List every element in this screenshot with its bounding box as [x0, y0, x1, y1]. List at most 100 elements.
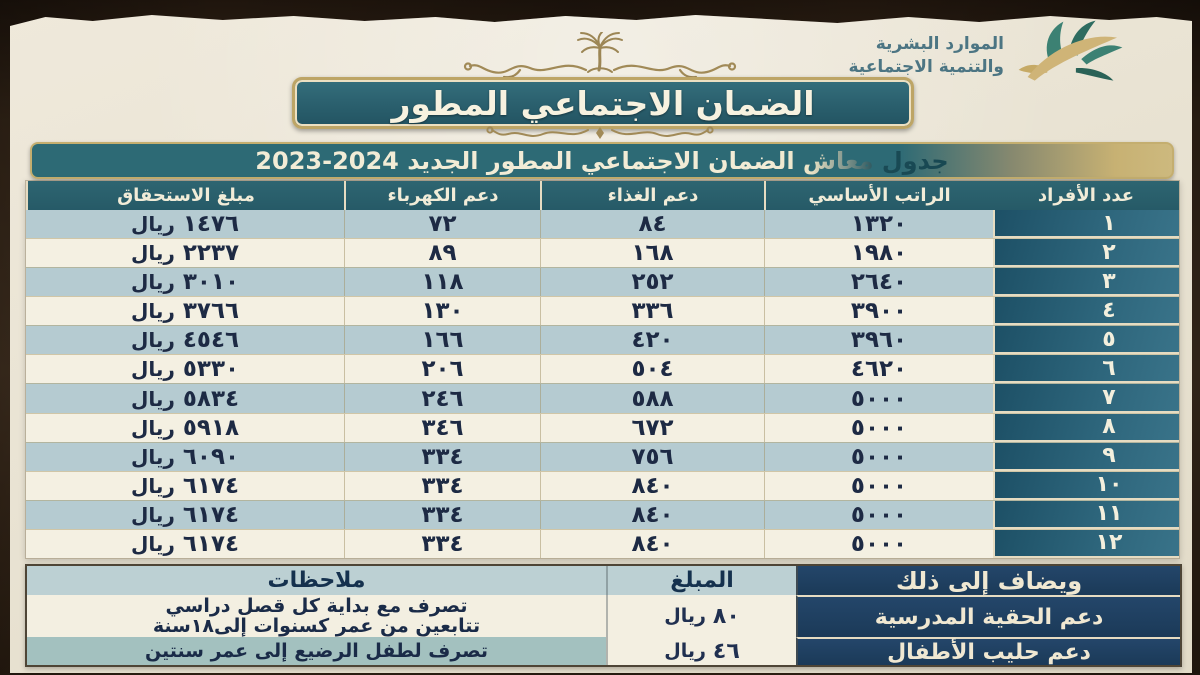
- org-name-line2: والتنمية الاجتماعية: [848, 57, 1004, 77]
- cell-electricity-support: ٣٣٤: [344, 471, 540, 500]
- cell-base-salary: ١٣٢٠: [764, 210, 993, 239]
- palm-flourish-top-icon: [450, 31, 750, 86]
- cell-members: ٨: [993, 413, 1179, 442]
- cell-base-salary: ٥٠٠٠: [764, 442, 993, 471]
- cell-members: ١٢: [993, 529, 1179, 558]
- cell-entitlement: ٣٠١٠ ريال: [130, 269, 240, 296]
- additions-row-milk: دعم حليب الأطفال ٤٦ ريال تصرف لطفل الرضيع…: [27, 637, 1180, 665]
- additions-row-school: دعم الحقية المدرسية ٨٠ ريال تصرف مع بداية…: [27, 595, 1180, 637]
- cell-food-support: ٣٣٦: [540, 297, 764, 326]
- cell-base-salary: ٣٩٦٠: [764, 326, 993, 355]
- cell-members: ٦: [993, 355, 1179, 384]
- cell-electricity-support: ٣٤٦: [344, 413, 540, 442]
- table-row: ٨ ٥٠٠٠ ٦٧٢ ٣٤٦ ٥٩١٨ ريال: [26, 412, 1179, 442]
- cell-members: ٣: [993, 268, 1179, 297]
- cell-food-support: ٥٠٤: [540, 355, 764, 384]
- school-bag-amount: ٨٠ ريال: [606, 595, 796, 637]
- table-row: ٩ ٥٠٠٠ ٧٥٦ ٣٣٤ ٦٠٩٠ ريال: [26, 441, 1179, 471]
- cell-food-support: ٤٢٠: [540, 326, 764, 355]
- palm-flourish-bottom-icon: [470, 124, 730, 150]
- cell-electricity-support: ٢٤٦: [344, 384, 540, 413]
- cell-members: ٢: [993, 239, 1179, 268]
- currency-label: ريال: [130, 299, 175, 324]
- header-members: عدد الأفراد: [1037, 185, 1135, 206]
- currency-label: ريال: [130, 415, 175, 440]
- school-bag-note: تصرف مع بداية كل قصل دراسي تتابعين من عم…: [27, 595, 606, 637]
- currency-label: ريال: [130, 212, 175, 237]
- cell-electricity-support: ٨٩: [344, 239, 540, 268]
- cell-electricity-support: ١١٨: [344, 268, 540, 297]
- notes-header: ملاحظات: [27, 566, 606, 595]
- cell-entitlement: ٢٢٣٧ ريال: [130, 240, 240, 267]
- table-row: ١٠ ٥٠٠٠ ٨٤٠ ٣٣٤ ٦١٧٤ ريال: [26, 470, 1179, 500]
- cell-entitlement: ٤٥٤٦ ريال: [130, 327, 240, 354]
- currency-label: ريال: [130, 270, 175, 295]
- table-row: ١٢ ٥٠٠٠ ٨٤٠ ٣٣٤ ٦١٧٤ ريال: [26, 528, 1179, 558]
- pension-table: عدد الأفراد الراتب الأساسي دعم الغذاء دع…: [25, 180, 1180, 559]
- cell-entitlement: ٦٠٩٠ ريال: [130, 443, 240, 470]
- currency-label: ريال: [130, 444, 175, 469]
- table-row: ٤ ٣٩٠٠ ٣٣٦ ١٣٠ ٣٧٦٦ ريال: [26, 296, 1179, 326]
- currency-label: ريال: [130, 473, 175, 498]
- cell-electricity-support: ٣٣٤: [344, 500, 540, 529]
- currency-label: ريال: [130, 386, 175, 411]
- org-name-line1: الموارد البشرية: [875, 34, 1004, 55]
- header-electricity-support: دعم الكهرباء: [344, 181, 540, 210]
- table-row: ٥ ٣٩٦٠ ٤٢٠ ١٦٦ ٤٥٤٦ ريال: [26, 325, 1179, 355]
- subtitle-band: جدول معاش الضمان الاجتماعي المطور الجديد…: [30, 142, 1174, 179]
- cell-electricity-support: ١٣٠: [344, 297, 540, 326]
- cell-base-salary: ٥٠٠٠: [764, 529, 993, 558]
- cell-base-salary: ١٩٨٠: [764, 239, 993, 268]
- table-row: ٧ ٥٠٠٠ ٥٨٨ ٢٤٦ ٥٨٣٤ ريال: [26, 383, 1179, 413]
- cell-base-salary: ٤٦٢٠: [764, 355, 993, 384]
- cell-food-support: ٦٧٢: [540, 413, 764, 442]
- baby-milk-amount: ٤٦ ريال: [606, 637, 796, 665]
- note-line-1: تصرف مع بداية كل قصل دراسي: [165, 595, 468, 617]
- cell-entitlement: ٥٩١٨ ريال: [130, 414, 240, 441]
- cell-base-salary: ٥٠٠٠: [764, 500, 993, 529]
- currency-label: ريال: [664, 605, 706, 627]
- cell-members: ٧: [993, 384, 1179, 413]
- school-bag-support-label: دعم الحقية المدرسية: [796, 595, 1180, 637]
- currency-label: ريال: [130, 531, 175, 556]
- cell-base-salary: ٥٠٠٠: [764, 413, 993, 442]
- cell-electricity-support: ٣٣٤: [344, 442, 540, 471]
- cell-base-salary: ٥٠٠٠: [764, 384, 993, 413]
- page-title-text: الضمان الاجتماعي المطور: [391, 83, 815, 123]
- currency-label: ريال: [664, 640, 706, 662]
- cell-members: ١١: [993, 500, 1179, 529]
- cell-entitlement: ٥٣٣٠ ريال: [130, 356, 240, 383]
- cell-entitlement: ١٤٧٦ ريال: [130, 211, 240, 238]
- org-name: الموارد البشرية والتنمية الاجتماعية: [848, 33, 1004, 79]
- additions-title: ويضاف إلى ذلك: [796, 566, 1180, 595]
- cell-food-support: ٨٤٠: [540, 500, 764, 529]
- note-line-1: تصرف لطفل الرضيع إلى عمر سنتين: [144, 640, 489, 662]
- currency-label: ريال: [130, 502, 175, 527]
- cell-members: ١٠: [993, 471, 1179, 500]
- cell-electricity-support: ٢٠٦: [344, 355, 540, 384]
- cell-food-support: ٧٥٦: [540, 442, 764, 471]
- cell-base-salary: ٣٩٠٠: [764, 297, 993, 326]
- cell-electricity-support: ١٦٦: [344, 326, 540, 355]
- cell-base-salary: ٥٠٠٠: [764, 471, 993, 500]
- table-row: ٢ ١٩٨٠ ١٦٨ ٨٩ ٢٢٣٧ ريال: [26, 238, 1179, 268]
- cell-entitlement: ٦١٧٤ ريال: [130, 472, 240, 499]
- header-food-support: دعم الغذاء: [540, 181, 764, 210]
- cell-base-salary: ٢٦٤٠: [764, 268, 993, 297]
- cell-entitlement: ٥٨٣٤ ريال: [130, 385, 240, 412]
- cell-entitlement: ٦١٧٤ ريال: [130, 501, 240, 528]
- cell-members: ٩: [993, 442, 1179, 471]
- cell-food-support: ٥٨٨: [540, 384, 764, 413]
- cell-food-support: ٨٤٠: [540, 529, 764, 558]
- table-row: ٣ ٢٦٤٠ ٢٥٢ ١١٨ ٣٠١٠ ريال: [26, 267, 1179, 297]
- header-base-salary: الراتب الأساسي: [764, 181, 993, 210]
- cell-electricity-support: ٧٢: [344, 210, 540, 239]
- cell-entitlement: ٣٧٦٦ ريال: [130, 298, 240, 325]
- cell-food-support: ٢٥٢: [540, 268, 764, 297]
- table-row: ١١ ٥٠٠٠ ٨٤٠ ٣٣٤ ٦١٧٤ ريال: [26, 499, 1179, 529]
- hrsd-brand: الموارد البشرية والتنمية الاجتماعية: [848, 18, 1134, 94]
- table-row: ١ ١٣٢٠ ٨٤ ٧٢ ١٤٧٦ ريال: [26, 210, 1179, 239]
- cell-electricity-support: ٣٣٤: [344, 529, 540, 558]
- table-row: ٦ ٤٦٢٠ ٥٠٤ ٢٠٦ ٥٣٣٠ ريال: [26, 354, 1179, 384]
